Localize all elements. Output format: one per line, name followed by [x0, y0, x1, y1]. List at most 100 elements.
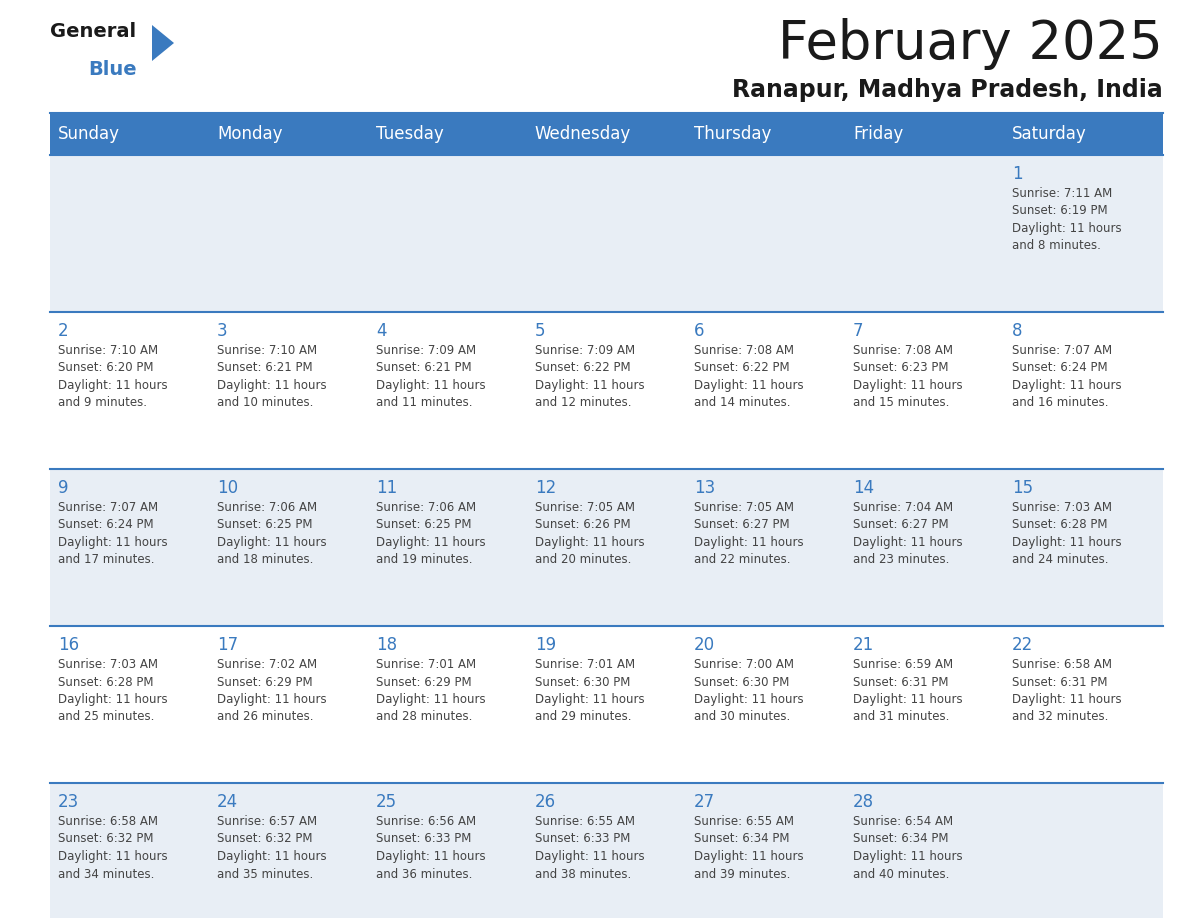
Text: Sunrise: 7:11 AM: Sunrise: 7:11 AM	[1012, 187, 1112, 200]
Bar	[527, 783, 685, 918]
Text: Tuesday: Tuesday	[375, 125, 443, 143]
Text: Sunrise: 7:06 AM: Sunrise: 7:06 AM	[375, 501, 476, 514]
Text: Sunrise: 7:06 AM: Sunrise: 7:06 AM	[217, 501, 317, 514]
Text: 24: 24	[217, 793, 238, 811]
Text: 25: 25	[375, 793, 397, 811]
Text: Wednesday: Wednesday	[535, 125, 631, 143]
Text: Daylight: 11 hours: Daylight: 11 hours	[375, 850, 486, 863]
Bar	[685, 155, 845, 312]
Bar	[50, 155, 209, 312]
Text: Sunrise: 7:07 AM: Sunrise: 7:07 AM	[58, 501, 158, 514]
Text: 27: 27	[694, 793, 715, 811]
Text: Daylight: 11 hours: Daylight: 11 hours	[535, 850, 645, 863]
Bar	[845, 113, 1004, 155]
Text: and 36 minutes.: and 36 minutes.	[375, 868, 473, 880]
Bar	[209, 626, 368, 783]
Bar	[685, 626, 845, 783]
Bar	[1004, 469, 1163, 626]
Bar	[368, 312, 527, 469]
Text: Daylight: 11 hours: Daylight: 11 hours	[853, 693, 962, 706]
Bar	[368, 626, 527, 783]
Text: Daylight: 11 hours: Daylight: 11 hours	[217, 850, 327, 863]
Text: Sunrise: 7:05 AM: Sunrise: 7:05 AM	[694, 501, 794, 514]
Text: Daylight: 11 hours: Daylight: 11 hours	[853, 536, 962, 549]
Text: Sunrise: 7:10 AM: Sunrise: 7:10 AM	[58, 344, 158, 357]
Text: Daylight: 11 hours: Daylight: 11 hours	[535, 379, 645, 392]
Text: Sunset: 6:29 PM: Sunset: 6:29 PM	[375, 676, 472, 688]
Text: 18: 18	[375, 636, 397, 654]
Text: Sunset: 6:31 PM: Sunset: 6:31 PM	[1012, 676, 1107, 688]
Text: and 17 minutes.: and 17 minutes.	[58, 554, 154, 566]
Text: Daylight: 11 hours: Daylight: 11 hours	[694, 536, 803, 549]
Text: Sunrise: 6:59 AM: Sunrise: 6:59 AM	[853, 658, 953, 671]
Text: 26: 26	[535, 793, 556, 811]
Text: 4: 4	[375, 322, 386, 340]
Text: 6: 6	[694, 322, 704, 340]
Bar	[1004, 783, 1163, 918]
Text: and 22 minutes.: and 22 minutes.	[694, 554, 790, 566]
Bar	[527, 312, 685, 469]
Text: Daylight: 11 hours: Daylight: 11 hours	[58, 379, 168, 392]
Text: 3: 3	[217, 322, 228, 340]
Bar	[845, 155, 1004, 312]
Bar	[845, 312, 1004, 469]
Text: Sunrise: 6:56 AM: Sunrise: 6:56 AM	[375, 815, 476, 828]
Text: Sunset: 6:25 PM: Sunset: 6:25 PM	[217, 519, 312, 532]
Text: 5: 5	[535, 322, 545, 340]
Text: and 28 minutes.: and 28 minutes.	[375, 711, 473, 723]
Text: 19: 19	[535, 636, 556, 654]
Text: Ranapur, Madhya Pradesh, India: Ranapur, Madhya Pradesh, India	[732, 78, 1163, 102]
Text: Sunset: 6:34 PM: Sunset: 6:34 PM	[694, 833, 790, 845]
Text: Sunset: 6:27 PM: Sunset: 6:27 PM	[853, 519, 948, 532]
Bar	[845, 469, 1004, 626]
Text: Daylight: 11 hours: Daylight: 11 hours	[217, 693, 327, 706]
Text: and 26 minutes.: and 26 minutes.	[217, 711, 314, 723]
Text: Sunset: 6:22 PM: Sunset: 6:22 PM	[535, 362, 631, 375]
Text: 11: 11	[375, 479, 397, 497]
Text: and 24 minutes.: and 24 minutes.	[1012, 554, 1108, 566]
Text: Sunset: 6:27 PM: Sunset: 6:27 PM	[694, 519, 790, 532]
Bar	[368, 469, 527, 626]
Text: and 10 minutes.: and 10 minutes.	[217, 397, 314, 409]
Bar	[527, 469, 685, 626]
Text: Sunset: 6:19 PM: Sunset: 6:19 PM	[1012, 205, 1107, 218]
Text: Daylight: 11 hours: Daylight: 11 hours	[1012, 222, 1121, 235]
Text: Daylight: 11 hours: Daylight: 11 hours	[853, 379, 962, 392]
Bar	[368, 783, 527, 918]
Bar	[50, 312, 209, 469]
Text: 17: 17	[217, 636, 238, 654]
Text: 8: 8	[1012, 322, 1023, 340]
Text: Sunrise: 7:08 AM: Sunrise: 7:08 AM	[694, 344, 794, 357]
Text: Sunset: 6:29 PM: Sunset: 6:29 PM	[217, 676, 312, 688]
Text: Sunset: 6:26 PM: Sunset: 6:26 PM	[535, 519, 631, 532]
Bar	[209, 312, 368, 469]
Text: and 40 minutes.: and 40 minutes.	[853, 868, 949, 880]
Text: and 18 minutes.: and 18 minutes.	[217, 554, 314, 566]
Text: 14: 14	[853, 479, 874, 497]
Text: and 38 minutes.: and 38 minutes.	[535, 868, 631, 880]
Bar	[685, 469, 845, 626]
Bar	[685, 113, 845, 155]
Text: and 16 minutes.: and 16 minutes.	[1012, 397, 1108, 409]
Text: Sunset: 6:28 PM: Sunset: 6:28 PM	[1012, 519, 1107, 532]
Bar	[1004, 155, 1163, 312]
Text: 28: 28	[853, 793, 874, 811]
Text: Thursday: Thursday	[694, 125, 771, 143]
Text: Saturday: Saturday	[1012, 125, 1087, 143]
Text: Sunrise: 6:55 AM: Sunrise: 6:55 AM	[694, 815, 794, 828]
Text: 9: 9	[58, 479, 69, 497]
Text: 15: 15	[1012, 479, 1034, 497]
Text: Friday: Friday	[853, 125, 903, 143]
Text: Sunday: Sunday	[58, 125, 120, 143]
Text: Sunset: 6:24 PM: Sunset: 6:24 PM	[1012, 362, 1107, 375]
Text: Daylight: 11 hours: Daylight: 11 hours	[1012, 693, 1121, 706]
Text: 23: 23	[58, 793, 80, 811]
Text: Daylight: 11 hours: Daylight: 11 hours	[217, 536, 327, 549]
Text: Daylight: 11 hours: Daylight: 11 hours	[535, 536, 645, 549]
Text: and 29 minutes.: and 29 minutes.	[535, 711, 632, 723]
Text: Sunset: 6:34 PM: Sunset: 6:34 PM	[853, 833, 948, 845]
Text: Daylight: 11 hours: Daylight: 11 hours	[58, 850, 168, 863]
Text: Sunrise: 7:08 AM: Sunrise: 7:08 AM	[853, 344, 953, 357]
Text: and 11 minutes.: and 11 minutes.	[375, 397, 473, 409]
Text: and 31 minutes.: and 31 minutes.	[853, 711, 949, 723]
